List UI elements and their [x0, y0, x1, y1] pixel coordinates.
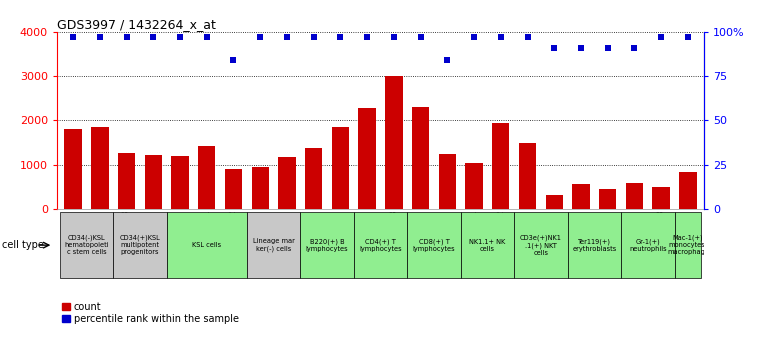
Bar — [198, 147, 215, 209]
Bar — [546, 195, 563, 209]
Text: Lineage mar
ker(-) cells: Lineage mar ker(-) cells — [253, 238, 295, 252]
Point — [361, 34, 373, 40]
Text: KSL cells: KSL cells — [193, 242, 221, 248]
Point — [495, 34, 507, 40]
Bar — [385, 76, 403, 209]
Point — [602, 45, 614, 51]
Bar — [113, 212, 167, 278]
Bar — [301, 212, 354, 278]
Bar — [332, 127, 349, 209]
Point — [388, 34, 400, 40]
Text: Ter119(+)
erythroblasts: Ter119(+) erythroblasts — [572, 238, 616, 252]
Point — [307, 34, 320, 40]
Text: B220(+) B
lymphocytes: B220(+) B lymphocytes — [306, 238, 349, 252]
Text: CD34(-)KSL
hematopoieti
c stem cells: CD34(-)KSL hematopoieti c stem cells — [64, 235, 109, 255]
Point — [94, 34, 106, 40]
Bar — [626, 183, 643, 209]
Bar — [621, 212, 674, 278]
Bar — [514, 212, 568, 278]
Bar — [412, 107, 429, 209]
Bar — [171, 156, 189, 209]
Bar — [167, 212, 247, 278]
Bar — [674, 212, 701, 278]
Bar — [354, 212, 407, 278]
Text: CD4(+) T
lymphocytes: CD4(+) T lymphocytes — [359, 238, 402, 252]
Bar — [305, 148, 323, 209]
Point — [281, 34, 293, 40]
Bar — [224, 169, 242, 209]
Point — [174, 34, 186, 40]
Point — [334, 34, 346, 40]
Bar — [680, 172, 696, 209]
Bar — [279, 157, 295, 209]
Point — [441, 57, 454, 63]
Bar — [65, 129, 81, 209]
Bar — [252, 167, 269, 209]
Point — [415, 34, 427, 40]
Point — [67, 34, 79, 40]
Bar — [247, 212, 301, 278]
Point — [655, 34, 667, 40]
Text: Gr-1(+)
neutrophils: Gr-1(+) neutrophils — [629, 238, 667, 252]
Bar — [492, 122, 509, 209]
Point — [254, 34, 266, 40]
Text: cell type: cell type — [2, 240, 43, 250]
Bar — [358, 108, 376, 209]
Bar — [145, 155, 162, 209]
Point — [147, 34, 159, 40]
Bar — [118, 153, 135, 209]
Bar — [438, 154, 456, 209]
Point — [521, 34, 533, 40]
Text: CD3e(+)NK1
.1(+) NKT
cells: CD3e(+)NK1 .1(+) NKT cells — [520, 235, 562, 256]
Text: NK1.1+ NK
cells: NK1.1+ NK cells — [470, 239, 505, 252]
Bar — [91, 127, 109, 209]
Text: CD8(+) T
lymphocytes: CD8(+) T lymphocytes — [412, 238, 455, 252]
Text: Mac-1(+)
monocytes/
macrophage: Mac-1(+) monocytes/ macrophage — [667, 235, 709, 255]
Point — [468, 34, 480, 40]
Point — [682, 34, 694, 40]
Point — [629, 45, 641, 51]
Point — [548, 45, 560, 51]
Point — [120, 34, 132, 40]
Point — [228, 57, 240, 63]
Bar — [460, 212, 514, 278]
Bar — [60, 212, 113, 278]
Bar — [407, 212, 460, 278]
Bar — [466, 163, 482, 209]
Legend: count, percentile rank within the sample: count, percentile rank within the sample — [62, 302, 239, 324]
Bar — [652, 187, 670, 209]
Text: CD34(+)KSL
multipotent
progenitors: CD34(+)KSL multipotent progenitors — [119, 235, 161, 255]
Point — [201, 34, 213, 40]
Bar — [599, 189, 616, 209]
Bar — [572, 184, 590, 209]
Bar — [519, 143, 537, 209]
Bar — [568, 212, 621, 278]
Point — [575, 45, 587, 51]
Text: GDS3997 / 1432264_x_at: GDS3997 / 1432264_x_at — [57, 18, 216, 31]
